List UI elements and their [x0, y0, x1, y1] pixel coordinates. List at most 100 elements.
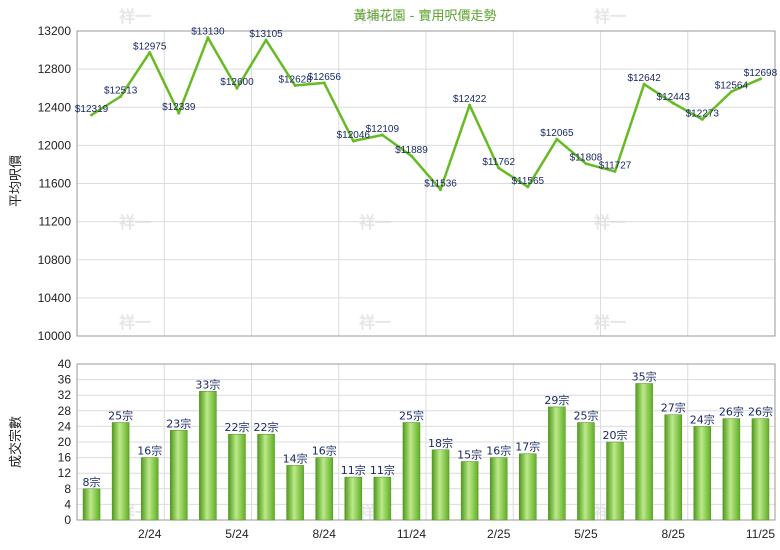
count-data-label: 26宗 [719, 405, 744, 419]
month-tick-label: 11/25 [746, 527, 775, 541]
count-tick-label: 24 [58, 419, 72, 433]
count-data-label: 22宗 [224, 420, 249, 434]
price-data-label: $12600 [220, 77, 254, 88]
price-point [235, 86, 239, 90]
price-point [119, 94, 123, 98]
price-data-label: $11889 [395, 145, 428, 156]
price-data-label: $12065 [540, 128, 574, 139]
count-bar [693, 426, 712, 521]
count-data-label: 20宗 [603, 428, 628, 442]
month-tick-label: 8/24 [313, 527, 337, 541]
price-point [555, 137, 559, 141]
price-data-label: $11762 [482, 157, 515, 168]
price-data-label: $12339 [162, 102, 196, 113]
count-bar [548, 406, 566, 521]
count-data-label: 27宗 [661, 401, 686, 415]
count-bar [635, 383, 653, 521]
price-point [293, 84, 297, 88]
count-bar [140, 457, 159, 521]
count-data-label: 17宗 [515, 440, 540, 454]
watermark-text: 祥一 [119, 7, 151, 26]
count-bar [82, 488, 101, 521]
count-bar [751, 418, 770, 521]
count-data-label: 14宗 [283, 451, 308, 465]
count-bar [489, 457, 508, 521]
price-data-label: $12443 [657, 92, 691, 103]
watermark-text: 祥一 [359, 213, 391, 232]
count-tick-label: 12 [58, 466, 72, 480]
count-tick-label: 32 [58, 388, 72, 402]
price-data-label: $12273 [686, 108, 720, 119]
count-bar [606, 441, 624, 521]
count-data-label: 29宗 [544, 393, 569, 407]
count-bar [111, 422, 130, 521]
price-data-label: $12698 [744, 68, 778, 79]
count-data-label: 24宗 [690, 412, 715, 426]
price-point [758, 77, 762, 81]
count-bar [664, 414, 682, 521]
count-bar [431, 449, 450, 521]
count-bar [315, 457, 333, 521]
count-data-label: 25宗 [399, 409, 424, 423]
count-bar [257, 433, 275, 521]
price-point [148, 50, 152, 54]
count-bar [460, 461, 479, 521]
count-axis-label: 成交宗數 [8, 416, 24, 468]
count-tick-label: 8 [64, 482, 71, 496]
price-data-label: $12513 [104, 85, 138, 96]
count-bar [577, 422, 595, 521]
price-point [584, 162, 588, 166]
price-tick-label: 12000 [38, 138, 72, 152]
watermark-text: 祥一 [594, 7, 626, 26]
price-data-label: $12642 [627, 73, 661, 84]
price-point [613, 169, 617, 173]
price-data-label: $13130 [191, 27, 225, 38]
price-tick-label: 10000 [38, 329, 72, 343]
month-tick-label: 5/24 [225, 527, 249, 541]
price-point [468, 103, 472, 107]
price-data-label: $11536 [424, 179, 457, 190]
price-point [264, 38, 268, 42]
price-point [409, 154, 413, 158]
count-data-label: 16宗 [312, 444, 337, 458]
price-point [90, 113, 94, 117]
chart-title: 黃埔花園 - 實用呎價走勢 [354, 8, 497, 24]
price-point [642, 82, 646, 86]
price-tick-label: 11200 [39, 215, 72, 229]
month-tick-label: 2/25 [487, 527, 511, 541]
price-line-plot: 10000 10400 10800 11200 11600 12000 12400 12800… [38, 24, 778, 343]
price-point [497, 166, 501, 170]
count-tick-label: 36 [58, 373, 72, 387]
watermark-text: 祥一 [359, 313, 391, 332]
price-point [380, 133, 384, 137]
count-bar [519, 453, 537, 521]
price-data-label: $11727 [599, 160, 632, 171]
price-tick-label: 13200 [38, 24, 72, 38]
count-data-label: 8宗 [83, 475, 101, 489]
count-data-label: 16宗 [486, 444, 511, 458]
count-tick-label: 0 [64, 513, 71, 527]
count-bar [402, 422, 421, 521]
count-bar [344, 476, 363, 521]
price-tick-label: 12800 [38, 62, 72, 76]
price-data-label: $11808 [570, 153, 603, 164]
month-tick-label: 11/24 [397, 527, 426, 541]
price-data-label: $13105 [249, 29, 283, 40]
count-data-label: 33宗 [195, 377, 220, 391]
price-data-label: $12109 [366, 124, 400, 135]
price-data-label: $12319 [75, 104, 109, 115]
count-plot-frame [76, 363, 776, 521]
count-data-label: 11宗 [341, 463, 366, 477]
price-point [700, 117, 704, 121]
count-tick-label: 40 [58, 357, 72, 371]
count-data-label: 23宗 [166, 416, 191, 430]
watermark-text: 祥一 [594, 313, 626, 332]
price-point [322, 81, 326, 85]
count-data-label: 26宗 [748, 405, 773, 419]
price-axis-label: 平均呎價 [9, 155, 24, 207]
price-point [439, 188, 443, 192]
count-tick-label: 4 [64, 497, 71, 511]
watermark-text: 祥一 [119, 213, 151, 232]
